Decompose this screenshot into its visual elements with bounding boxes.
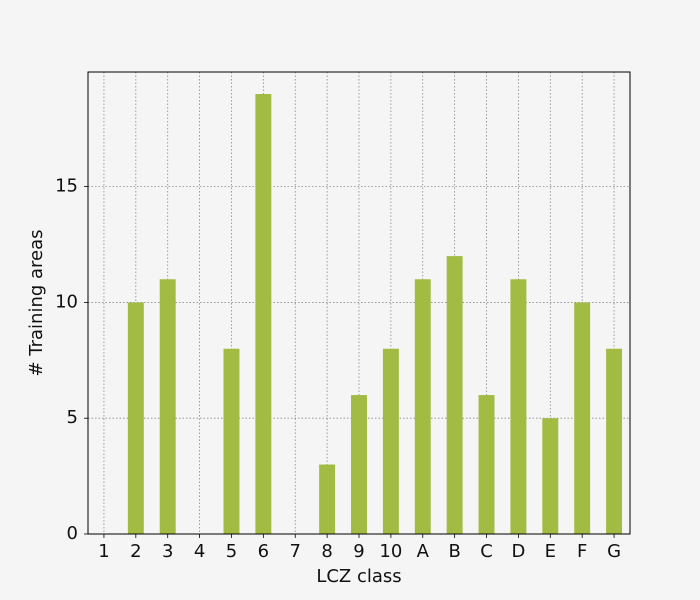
x-tick-label: 8 — [321, 541, 332, 562]
bars — [127, 94, 623, 534]
x-tick-label: 5 — [226, 541, 237, 562]
x-tick-label: 6 — [258, 541, 269, 562]
x-tick-label: 9 — [353, 541, 364, 562]
bar — [446, 256, 463, 534]
bar — [478, 395, 495, 534]
x-axis-label: LCZ class — [316, 566, 401, 587]
bar — [127, 302, 144, 534]
bar — [542, 418, 559, 534]
y-axis-label: # Training areas — [26, 229, 47, 376]
y-tick-label: 15 — [55, 176, 78, 197]
x-tick-label: A — [417, 541, 430, 562]
y-tick-label: 0 — [67, 523, 78, 544]
x-tick-label: 1 — [98, 541, 109, 562]
x-tick-label: D — [511, 541, 525, 562]
bar — [414, 279, 431, 534]
x-tick-label: 3 — [162, 541, 173, 562]
x-tick-label: C — [480, 541, 493, 562]
bar — [382, 348, 399, 534]
bar — [319, 464, 336, 534]
bar — [351, 395, 367, 534]
x-tick-label: F — [577, 541, 587, 562]
y-tick-label: 10 — [55, 291, 78, 312]
x-tick-label: 2 — [130, 541, 141, 562]
x-tick-label: 4 — [194, 541, 205, 562]
x-tick-label: G — [607, 541, 621, 562]
bar — [574, 302, 591, 534]
bar — [223, 348, 240, 534]
x-tick-label: 7 — [290, 541, 301, 562]
x-tick-label: 10 — [379, 541, 402, 562]
bar — [255, 94, 272, 534]
bar — [606, 348, 623, 534]
x-tick-label: B — [448, 541, 460, 562]
bar — [159, 279, 176, 534]
y-tick-label: 5 — [67, 407, 78, 428]
x-tick-label: E — [545, 541, 556, 562]
bar — [510, 279, 527, 534]
